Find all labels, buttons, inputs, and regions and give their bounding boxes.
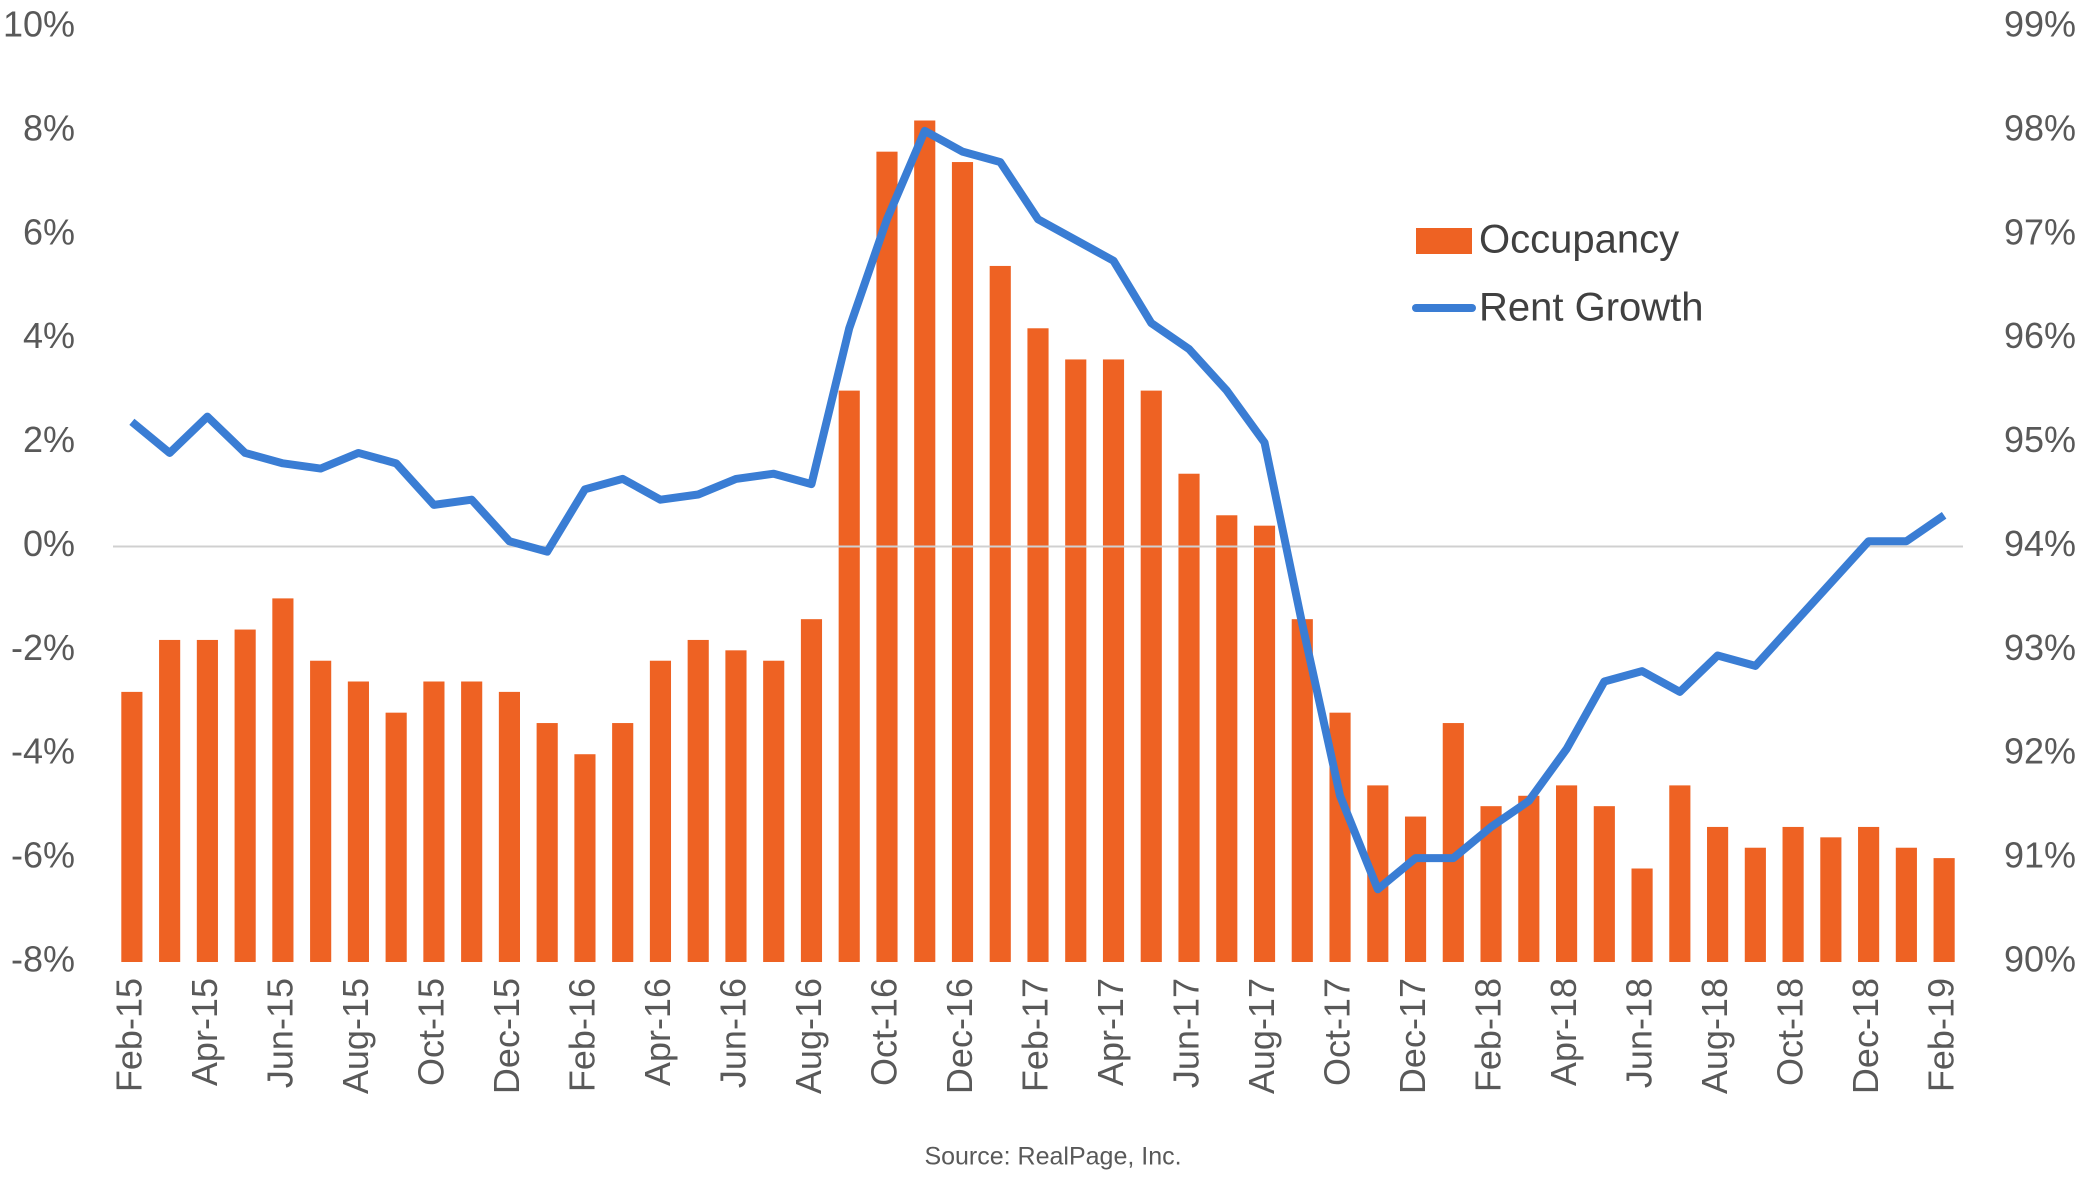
bar <box>159 639 181 962</box>
bar <box>1367 785 1389 962</box>
bar <box>574 754 596 962</box>
y2-tick-label: 97% <box>2004 211 2076 252</box>
y2-tick-label: 90% <box>2004 939 2076 980</box>
y-tick-label: -6% <box>11 835 75 876</box>
x-tick-label: Dec-17 <box>1392 978 1433 1094</box>
x-tick-label: Aug-15 <box>335 978 376 1094</box>
bar <box>1253 525 1276 962</box>
bar <box>1895 847 1917 962</box>
x-tick-label: Jun-18 <box>1619 978 1660 1088</box>
bar <box>1404 816 1427 962</box>
x-tick-label: Feb-17 <box>1015 978 1056 1092</box>
y-tick-label: -4% <box>11 731 75 772</box>
bar <box>1669 785 1691 962</box>
bar <box>763 660 785 962</box>
x-tick-label: Apr-16 <box>637 978 678 1086</box>
y2-tick-label: 99% <box>2004 4 2076 45</box>
legend-label: Rent Growth <box>1479 286 1704 330</box>
bar <box>1782 826 1804 962</box>
x-tick-label: Apr-17 <box>1090 978 1131 1086</box>
x-tick-label: Apr-18 <box>1543 978 1584 1086</box>
bar <box>1480 806 1502 962</box>
bar <box>234 629 256 962</box>
y-tick-label: -8% <box>11 939 75 980</box>
x-tick-label: Dec-15 <box>486 978 527 1094</box>
x-tick-label: Feb-16 <box>561 978 602 1092</box>
bar <box>1291 619 1313 962</box>
x-tick-label: Oct-15 <box>410 978 451 1086</box>
bar <box>1065 359 1087 962</box>
bar <box>800 619 823 962</box>
x-tick-label: Feb-19 <box>1921 978 1962 1092</box>
bar <box>272 598 294 962</box>
bar <box>536 723 558 962</box>
bar <box>461 681 483 962</box>
bar <box>687 639 709 962</box>
x-tick-label: Feb-15 <box>108 978 149 1092</box>
bar <box>1631 868 1653 962</box>
y-tick-label: 2% <box>23 419 75 460</box>
y-tick-label: 10% <box>3 4 75 45</box>
legend-label: Occupancy <box>1479 218 1679 262</box>
bar <box>914 120 936 962</box>
bar <box>1707 826 1729 962</box>
y2-tick-label: 94% <box>2004 523 2076 564</box>
bar <box>347 681 369 962</box>
bar <box>649 660 672 962</box>
y2-tick-label: 93% <box>2004 627 2076 668</box>
x-tick-label: Jun-16 <box>712 978 753 1088</box>
y2-tick-label: 92% <box>2004 731 2076 772</box>
bar <box>310 660 332 962</box>
x-tick-label: Apr-15 <box>184 978 225 1086</box>
bar <box>385 712 407 962</box>
bar <box>1178 473 1200 962</box>
line <box>129 126 1947 894</box>
y-tick-label: -2% <box>11 627 75 668</box>
source-note: Source: RealPage, Inc. <box>924 1143 1181 1171</box>
x-tick-label: Jun-17 <box>1166 978 1207 1088</box>
y2-tick-label: 98% <box>2004 107 2076 148</box>
y-tick-label: 8% <box>23 107 75 148</box>
bar <box>612 723 634 962</box>
bar <box>1858 826 1880 962</box>
y2-tick-label: 91% <box>2004 835 2076 876</box>
y-tick-label: 6% <box>23 211 75 252</box>
x-tick-label: Aug-18 <box>1694 978 1735 1094</box>
bar <box>1518 795 1540 962</box>
bar <box>1744 847 1766 962</box>
bar <box>196 639 218 962</box>
x-tick-label: Jun-15 <box>259 978 300 1088</box>
legend-swatch <box>1416 228 1472 254</box>
y2-tick-label: 95% <box>2004 419 2076 460</box>
x-tick-label: Dec-16 <box>939 978 980 1094</box>
x-tick-label: Oct-16 <box>863 978 904 1086</box>
bar <box>121 691 143 962</box>
x-tick-label: Feb-18 <box>1468 978 1509 1092</box>
bar <box>725 650 747 962</box>
bar <box>1933 858 1955 962</box>
bar <box>1593 806 1615 962</box>
bar <box>951 162 974 963</box>
bar <box>1027 328 1049 962</box>
y-tick-label: 4% <box>23 315 75 356</box>
bar <box>1140 390 1162 963</box>
bar <box>838 390 860 963</box>
x-tick-label: Oct-18 <box>1770 978 1811 1086</box>
bar <box>876 151 898 962</box>
y-tick-label: 0% <box>23 523 75 564</box>
x-tick-label: Dec-18 <box>1845 978 1886 1094</box>
bar <box>989 265 1011 962</box>
bar <box>1216 515 1238 962</box>
bar <box>498 691 520 962</box>
bar <box>1442 723 1464 962</box>
x-tick-label: Aug-16 <box>788 978 829 1094</box>
bar <box>1556 785 1578 962</box>
y2-tick-label: 96% <box>2004 315 2076 356</box>
x-tick-label: Oct-17 <box>1317 978 1358 1086</box>
x-tick-label: Aug-17 <box>1241 978 1282 1094</box>
bar <box>1820 837 1842 962</box>
bar <box>1102 359 1125 962</box>
bar <box>423 681 445 962</box>
